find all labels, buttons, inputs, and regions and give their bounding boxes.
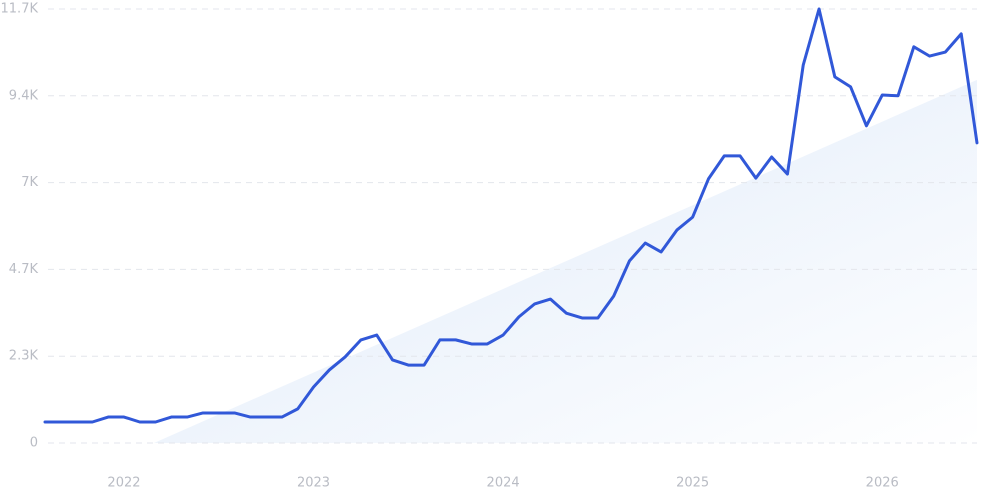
y-tick-label: 2.3K [9, 349, 39, 364]
x-tick-label: 2023 [297, 476, 330, 491]
line [43, 7, 979, 424]
y-tick-label: 4.7K [9, 262, 39, 277]
x-tick-label: 2024 [487, 476, 520, 491]
y-tick-label: 9.4K [9, 88, 39, 103]
y-tick-label: 0 [30, 436, 38, 451]
y-tick-label: 11.7K [1, 2, 39, 17]
x-tick-label: 2026 [866, 476, 899, 491]
y-tick-label: 7K [21, 175, 38, 190]
x-tick-label: 2022 [107, 476, 140, 491]
trend-area [153, 79, 978, 443]
x-tick-label: 2025 [676, 476, 709, 491]
